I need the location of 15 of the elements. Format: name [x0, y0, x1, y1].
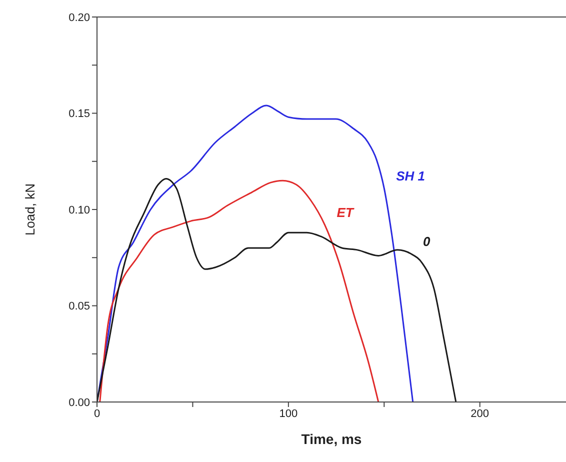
y-tick-label: 0.00 [68, 396, 90, 409]
series-label: 0 [422, 234, 431, 249]
line-series [99, 180, 380, 402]
series-label: SH 1 [396, 168, 426, 184]
y-tick-label: 0.10 [68, 204, 90, 216]
y-tick-label: 0.15 [68, 108, 90, 120]
series-label: ET [336, 204, 354, 220]
x-tick-label: 0 [94, 408, 100, 420]
y-tick-label: 0.20 [68, 12, 90, 24]
x-tick-label: 200 [470, 408, 490, 420]
x-axis-title: Time, ms [301, 431, 362, 447]
line-series [97, 104, 414, 402]
y-axis-title: Load, kN [22, 183, 38, 236]
x-tick-label: 100 [279, 408, 298, 420]
y-tick-label: 0.05 [68, 300, 90, 313]
